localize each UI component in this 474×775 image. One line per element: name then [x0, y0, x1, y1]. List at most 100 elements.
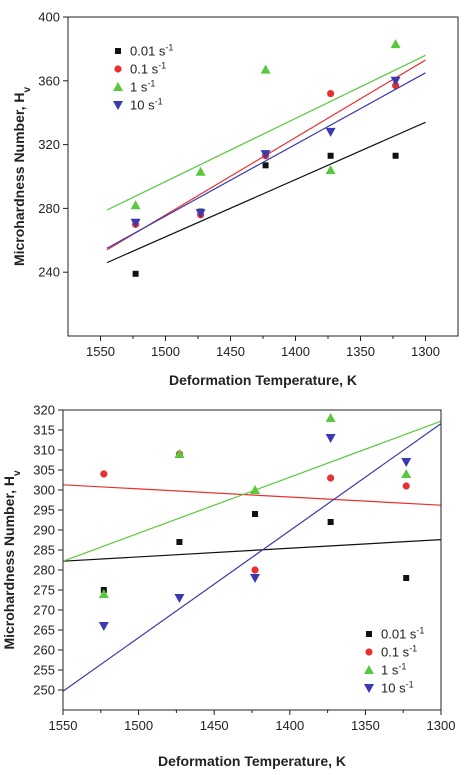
data-point: [130, 218, 141, 228]
legend-item: 10 s-1: [113, 97, 163, 113]
legend-item: 0.1 s-1: [114, 61, 166, 77]
legend-item: 1 s-1: [364, 662, 406, 678]
legend-marker: [365, 648, 373, 656]
data-point: [262, 162, 269, 169]
y-tick-label: 255: [33, 663, 55, 678]
y-tick-label: 280: [33, 563, 55, 578]
legend-marker: [364, 665, 374, 674]
series-10-s: [106, 72, 426, 249]
series-0-1-s: [62, 450, 442, 574]
legend: 0.01 s-1 0.1 s-1 1 s-1 10 s-1: [113, 43, 173, 113]
legend-label: 0.1 s-1: [130, 61, 166, 77]
x-tick-label: 1450: [216, 344, 245, 359]
y-axis-label: Microhardness Number, Hv: [11, 87, 33, 267]
data-point: [325, 434, 336, 443]
x-tick-label: 1300: [411, 344, 440, 359]
data-point: [100, 470, 108, 478]
fit-line: [106, 72, 426, 249]
legend-item: 1 s-1: [113, 79, 155, 95]
data-point: [176, 539, 183, 545]
x-tick-label: 1350: [351, 718, 380, 733]
y-tick-label: 300: [33, 483, 55, 498]
series-1-s: [62, 413, 442, 598]
x-tick-label: 1400: [281, 344, 310, 359]
legend-label: 0.1 s-1: [381, 644, 417, 660]
fit-line: [62, 423, 442, 692]
y-tick-label: 320: [38, 137, 60, 152]
fit-line: [106, 54, 426, 211]
chart-top: 1550 1500 1450 1400 1350 1300 240 280 320 360 400 D…: [11, 10, 459, 388]
data-point: [174, 594, 185, 603]
fit-line: [62, 484, 442, 506]
y-tick-label: 260: [33, 643, 55, 658]
legend-label: 10 s-1: [381, 680, 414, 696]
y-tick-label: 295: [33, 503, 55, 518]
legend-label: 0.01 s-1: [381, 626, 424, 642]
fit-line: [106, 121, 426, 264]
x-axis-label: Deformation Temperature, K: [169, 372, 357, 388]
data-point: [251, 566, 259, 574]
data-point: [325, 413, 336, 422]
data-point: [132, 270, 139, 277]
legend-label: 1 s-1: [130, 79, 155, 95]
y-tick-label: 290: [33, 523, 55, 538]
y-tick-label: 305: [33, 463, 55, 478]
data-point: [260, 150, 271, 160]
plot-area: 1550 1500 1450 1400 1350 1300 240 280 320 360 400 D…: [11, 10, 459, 388]
fit-line: [62, 539, 442, 562]
y-tick-label: 280: [38, 201, 60, 216]
data-point: [325, 127, 336, 137]
y-axis-label: Microhardness Number, Hv: [1, 470, 23, 650]
data-point: [174, 449, 185, 458]
legend-item: 0.01 s-1: [366, 626, 424, 642]
legend-marker: [113, 101, 123, 110]
legend-item: 0.1 s-1: [365, 644, 417, 660]
data-point: [390, 39, 401, 49]
x-tick-label: 1500: [124, 718, 153, 733]
y-tick-label: 310: [33, 443, 55, 458]
data-point: [98, 589, 109, 598]
series-1-s: [106, 39, 426, 211]
legend: 0.01 s-1 0.1 s-1 1 s-1 10 s-1: [364, 626, 424, 696]
legend-label: 10 s-1: [130, 97, 163, 113]
y-tick-label: 270: [33, 603, 55, 618]
data-point: [402, 482, 410, 490]
x-tick-label: 1450: [200, 718, 229, 733]
data-point: [327, 474, 335, 482]
legend-marker: [364, 684, 374, 693]
data-point: [327, 152, 334, 159]
chart-bottom: 1550 1500 1450 1400 1350 1300 250 255 260 265 270 2…: [1, 403, 455, 770]
x-axis-label: Deformation Temperature, K: [158, 753, 346, 769]
legend-label: 0.01 s-1: [130, 43, 173, 59]
x-tick-label: 1550: [86, 344, 115, 359]
y-tick-label: 400: [38, 10, 60, 25]
data-point: [390, 76, 401, 86]
y-tick-label: 275: [33, 583, 55, 598]
series-0-01-s: [62, 511, 442, 593]
y-tick-label: 240: [38, 265, 60, 280]
data-point: [327, 89, 335, 98]
legend-marker: [114, 65, 122, 73]
data-point: [401, 469, 412, 478]
plot-area: 1550 1500 1450 1400 1350 1300 250 255 260 265 270 2…: [1, 403, 455, 770]
data-point: [392, 152, 399, 159]
legend-label: 1 s-1: [381, 662, 406, 678]
data-point: [325, 165, 336, 175]
y-tick-label: 265: [33, 623, 55, 638]
x-tick-label: 1550: [49, 718, 78, 733]
data-point: [252, 511, 259, 517]
data-point: [250, 485, 261, 494]
y-tick-label: 315: [33, 423, 55, 438]
legend-item: 10 s-1: [364, 680, 414, 696]
plot-frame: [67, 16, 459, 337]
x-tick-label: 1300: [427, 718, 456, 733]
x-tick-label: 1350: [346, 344, 375, 359]
x-tick-label: 1400: [275, 718, 304, 733]
legend-marker: [113, 82, 123, 91]
legend-marker: [366, 631, 372, 637]
data-point: [250, 574, 261, 583]
data-point: [260, 64, 271, 74]
y-tick-label: 320: [33, 403, 55, 418]
data-point: [403, 575, 410, 581]
y-tick-label: 250: [33, 683, 55, 698]
